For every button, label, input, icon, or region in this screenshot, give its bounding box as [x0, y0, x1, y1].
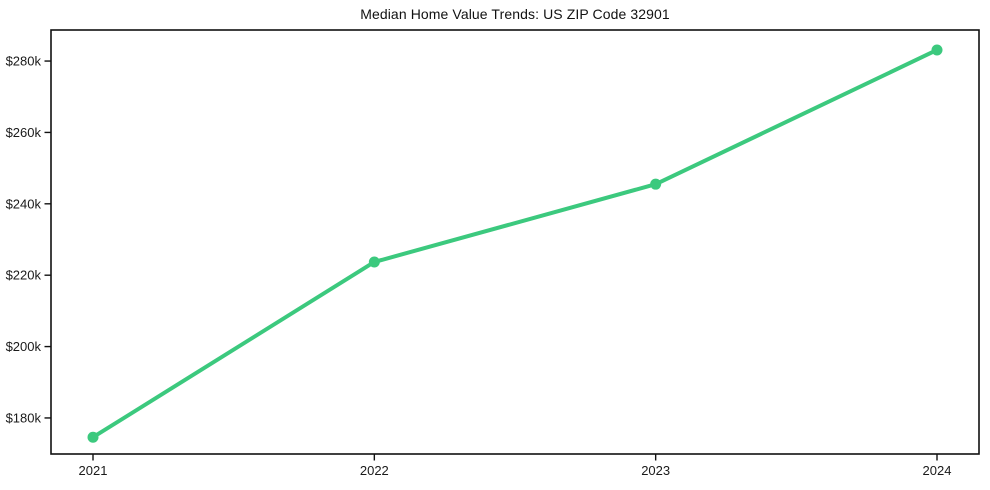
y-tick-label: $180k: [6, 410, 42, 425]
y-tick-label: $200k: [6, 339, 42, 354]
x-tick-label: 2024: [923, 463, 952, 478]
data-point-marker: [931, 44, 943, 56]
x-tick-label: 2022: [360, 463, 389, 478]
trend-line: [91, 47, 939, 440]
x-tick-label: 2021: [79, 463, 108, 478]
chart-title: Median Home Value Trends: US ZIP Code 32…: [360, 6, 670, 22]
y-tick-label: $240k: [6, 196, 42, 211]
data-point-marker: [650, 178, 662, 190]
y-tick-label: $280k: [6, 54, 42, 69]
y-tick-label: $220k: [6, 268, 42, 283]
y-tick-label: $260k: [6, 125, 42, 140]
x-tick-label: 2023: [641, 463, 670, 478]
data-point-marker: [368, 256, 380, 268]
plot-area: [50, 29, 980, 455]
data-point-marker: [87, 431, 99, 443]
